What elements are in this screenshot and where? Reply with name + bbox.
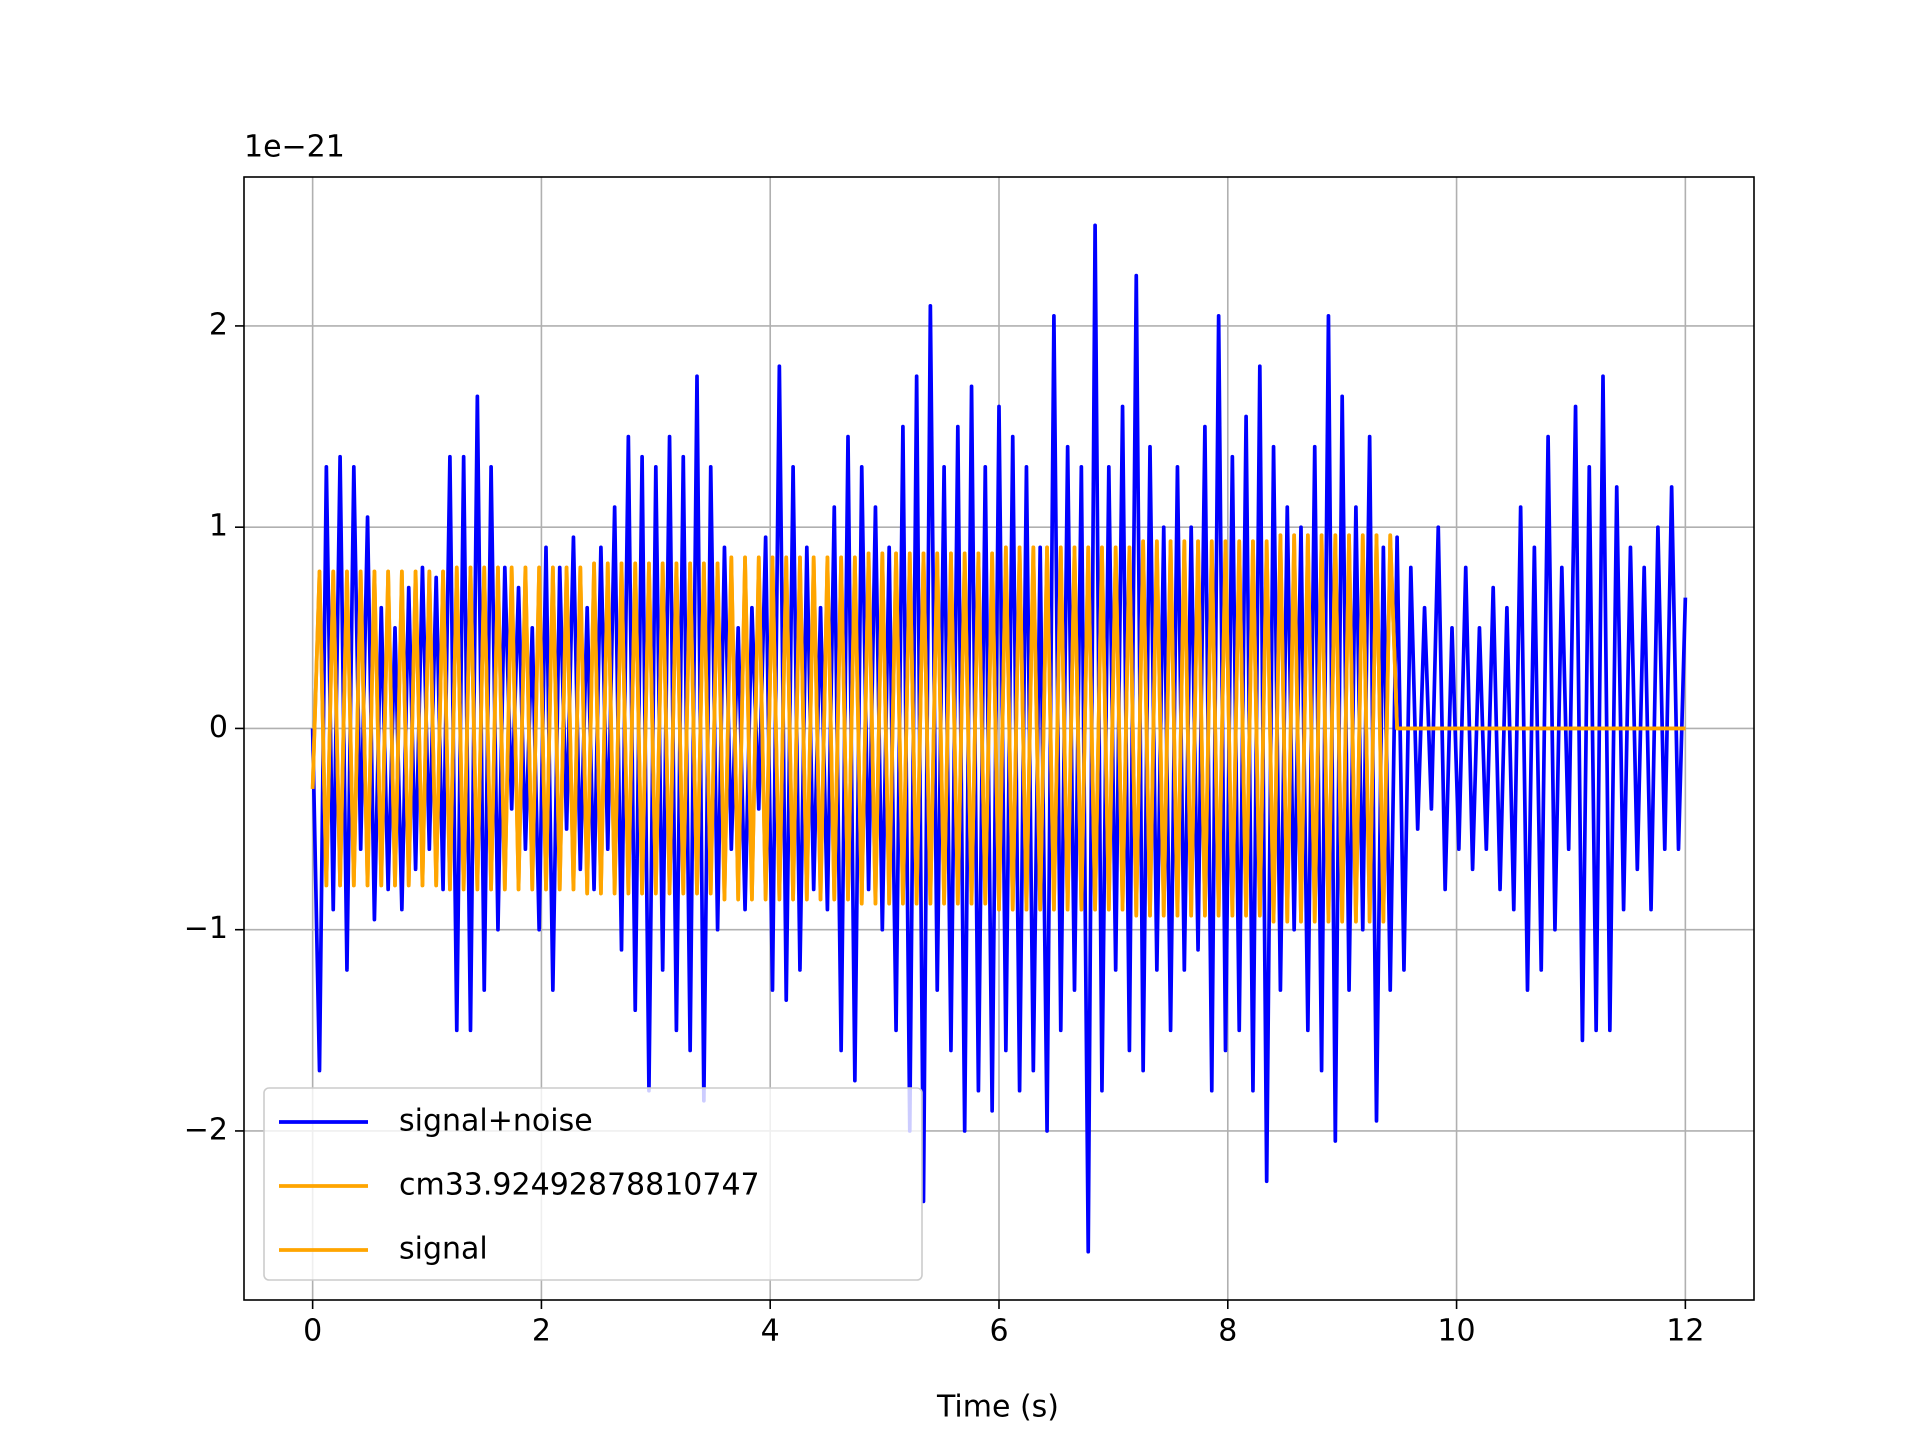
x-tick-label: 4 [761, 1314, 780, 1349]
legend-label: cm33.92492878810747 [399, 1168, 760, 1203]
x-tick-label: 6 [989, 1314, 1008, 1349]
series-line [310, 223, 1688, 1254]
x-tick-label: 10 [1437, 1314, 1475, 1349]
y-tick-label: 0 [209, 710, 228, 745]
x-tick-label: 2 [532, 1314, 551, 1349]
legend-label: signal [399, 1232, 488, 1267]
x-tick-label: 12 [1666, 1314, 1704, 1349]
y-tick-label: 2 [209, 307, 228, 342]
offset-label: 1e−21 [244, 130, 345, 165]
legend-frame [263, 1087, 923, 1281]
plot-lines [310, 223, 1688, 1254]
x-axis-label: Time (s) [936, 1390, 1059, 1425]
y-tick-label: −2 [184, 1112, 228, 1147]
x-tick-label: 8 [1218, 1314, 1237, 1349]
plot-frame [243, 176, 1755, 1301]
x-tick-label: 0 [303, 1314, 322, 1349]
legend-label: signal+noise [399, 1104, 593, 1139]
y-tick-label: −1 [184, 911, 228, 946]
series-line [310, 533, 1686, 924]
y-tick-label: 1 [209, 509, 228, 544]
